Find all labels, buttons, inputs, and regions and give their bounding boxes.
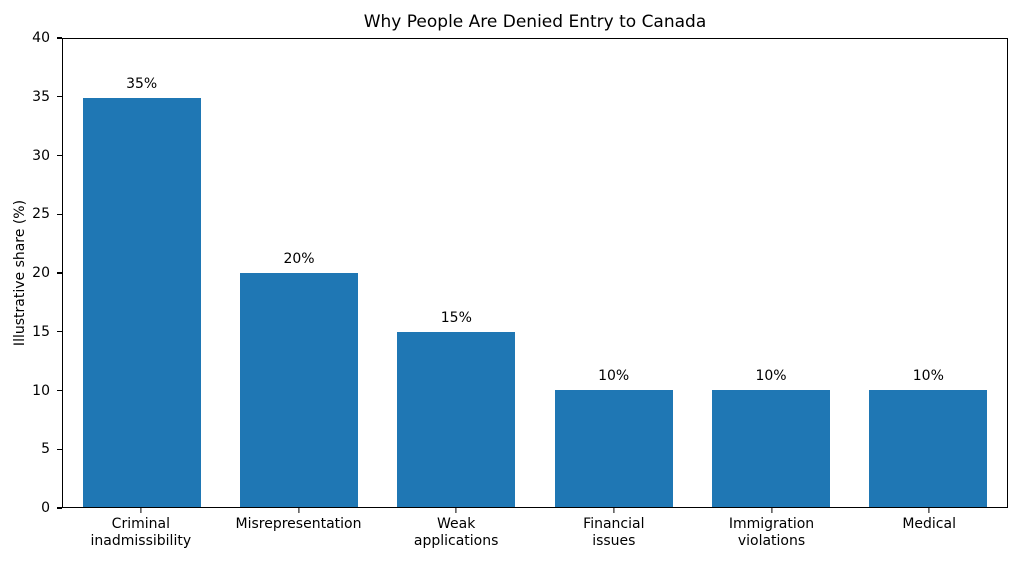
bar-2 — [397, 331, 516, 507]
y-tick-label: 20 — [32, 265, 50, 281]
y-tick-mark — [57, 96, 62, 98]
bar-value-label: 10% — [755, 368, 787, 384]
y-tick-mark — [57, 154, 62, 157]
x-tick-label: Medical — [902, 516, 956, 532]
bar-value-label: 20% — [283, 251, 315, 267]
x-tick-label: Financial issues — [583, 516, 645, 549]
x-tick-mark — [140, 508, 142, 513]
y-tick-mark — [57, 272, 62, 274]
bar-0 — [82, 97, 201, 507]
y-tick-label: 25 — [32, 206, 50, 223]
y-tick-label: 30 — [32, 147, 50, 164]
y-tick-label: 15 — [32, 323, 50, 340]
x-tick-mark — [770, 508, 773, 513]
x-tick-label: Misrepresentation — [235, 516, 362, 532]
x-tick-mark — [455, 508, 457, 513]
x-tick-mark — [928, 508, 930, 513]
bar-value-label: 10% — [598, 368, 630, 384]
x-tick-mark — [297, 508, 300, 513]
y-tick-label: 10 — [32, 382, 50, 399]
chart-title: Why People Are Denied Entry to Canada — [363, 12, 707, 32]
bar-value-label: 35% — [126, 75, 158, 92]
x-tick-label: Weak applications — [413, 516, 499, 549]
y-tick-mark — [57, 331, 62, 333]
y-tick-label: 35 — [32, 88, 50, 105]
y-tick-mark — [57, 507, 62, 509]
y-axis-ticks: 0 5 10 15 20 25 30 35 40 — [0, 31, 62, 515]
y-tick-label: 40 — [32, 30, 50, 46]
y-tick-label: 5 — [41, 441, 50, 458]
y-tick-mark — [57, 448, 62, 450]
bar-4 — [712, 390, 830, 507]
bar-value-label: 10% — [912, 368, 944, 384]
y-tick-mark — [57, 389, 62, 392]
bar-3 — [554, 390, 673, 507]
x-tick-mark — [613, 508, 615, 513]
bar-5 — [869, 390, 988, 507]
x-tick-label: Criminal inadmissibility — [90, 516, 192, 549]
plot-area: 35% 20% 15% 10% 10% 10% — [62, 38, 1008, 508]
y-tick-label: 0 — [41, 500, 50, 516]
x-tick-label: Immigration violations — [728, 516, 815, 549]
y-tick-mark — [57, 37, 62, 39]
bar-value-label: 15% — [440, 309, 472, 326]
x-axis-ticks: Criminal inadmissibility Misrepresentatio… — [62, 508, 1008, 563]
y-tick-mark — [57, 213, 62, 215]
bar-1 — [240, 273, 358, 507]
